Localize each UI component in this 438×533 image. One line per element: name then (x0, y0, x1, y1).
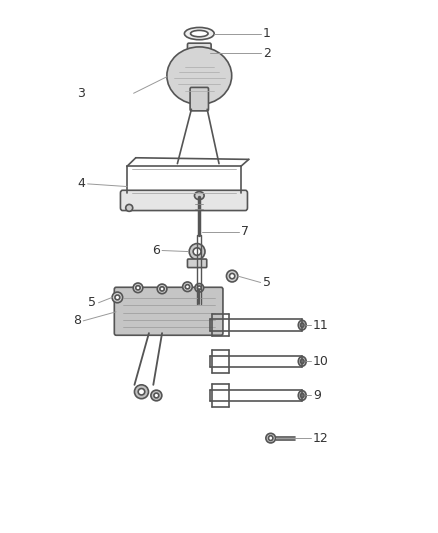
Ellipse shape (126, 205, 133, 211)
Ellipse shape (112, 292, 123, 303)
Ellipse shape (167, 47, 232, 104)
Text: 3: 3 (78, 87, 85, 100)
FancyBboxPatch shape (120, 190, 247, 211)
Ellipse shape (151, 390, 162, 401)
FancyBboxPatch shape (190, 87, 208, 111)
Ellipse shape (298, 391, 306, 400)
Text: 9: 9 (313, 389, 321, 402)
Ellipse shape (184, 27, 214, 39)
Ellipse shape (154, 393, 159, 398)
Text: 7: 7 (241, 225, 249, 238)
Text: 10: 10 (313, 355, 329, 368)
Text: 12: 12 (313, 432, 329, 445)
Text: 2: 2 (263, 47, 271, 60)
Text: 5: 5 (263, 276, 271, 289)
Ellipse shape (230, 273, 235, 279)
Ellipse shape (138, 389, 145, 395)
Ellipse shape (194, 191, 204, 200)
Text: 5: 5 (88, 296, 96, 309)
FancyBboxPatch shape (114, 287, 223, 335)
Ellipse shape (183, 282, 192, 292)
Ellipse shape (300, 359, 304, 364)
Ellipse shape (193, 248, 201, 255)
Ellipse shape (134, 385, 148, 399)
Text: 1: 1 (263, 27, 271, 40)
Text: 6: 6 (152, 244, 160, 257)
Ellipse shape (160, 287, 164, 291)
Ellipse shape (300, 393, 304, 398)
FancyBboxPatch shape (187, 259, 207, 268)
Ellipse shape (194, 48, 204, 59)
Ellipse shape (136, 286, 140, 290)
Ellipse shape (197, 286, 201, 290)
Ellipse shape (185, 285, 190, 289)
Text: 4: 4 (78, 177, 85, 190)
Ellipse shape (298, 357, 306, 366)
Ellipse shape (298, 320, 306, 330)
FancyBboxPatch shape (187, 43, 211, 63)
Ellipse shape (195, 284, 204, 292)
Ellipse shape (191, 30, 208, 37)
Ellipse shape (157, 284, 167, 294)
Ellipse shape (133, 283, 143, 293)
Ellipse shape (300, 323, 304, 327)
Text: 11: 11 (313, 319, 329, 332)
Text: 8: 8 (73, 314, 81, 327)
Ellipse shape (226, 270, 238, 282)
Ellipse shape (189, 244, 205, 260)
Ellipse shape (266, 433, 276, 443)
Ellipse shape (115, 295, 120, 300)
Ellipse shape (268, 436, 273, 440)
